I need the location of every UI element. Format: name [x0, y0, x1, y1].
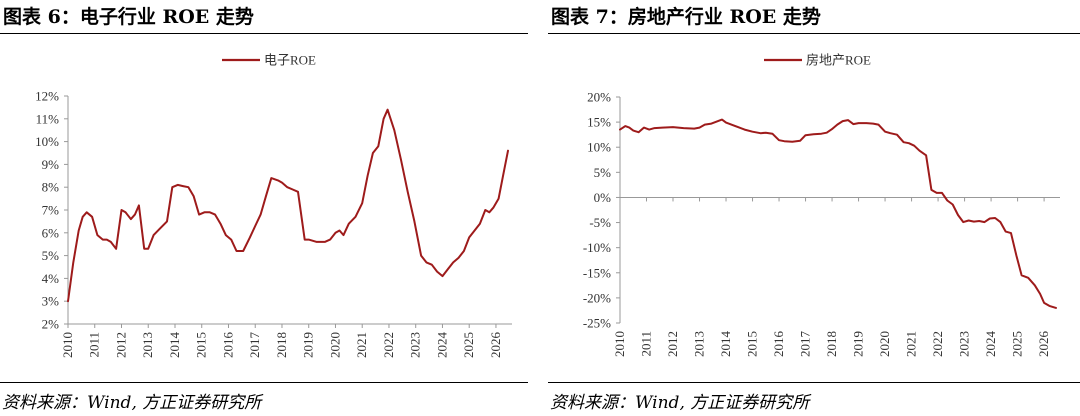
y-tick-label: 20%: [587, 90, 611, 105]
y-tick-label: -15%: [583, 265, 611, 280]
x-tick-label: 2015: [745, 331, 760, 357]
x-tick-label: 2011: [639, 331, 654, 357]
legend-label: 电子ROE: [264, 53, 316, 68]
x-tick-label: 2026: [1036, 331, 1051, 358]
electronics-roe-chart: 电子ROE 12% 11% 10% 9% 8% 7% 6% 5% 4% 3% 2%2010 2011 20…: [35, 53, 512, 359]
x-tick-label: 2024: [434, 332, 449, 359]
y-tick-label: 0%: [594, 190, 612, 205]
y-tick-label: 11%: [36, 111, 60, 126]
electronics-roe-panel: 图表 6：电子行业 ROE 走势 电子ROE 12% 11% 10% 9% 8% 7% 6% 5…: [0, 0, 528, 416]
title-rule: [548, 33, 1080, 34]
chart-title: 图表 7：房地产行业 ROE 走势: [551, 6, 821, 28]
x-tick-label: 2017: [247, 332, 262, 359]
x-tick-label: 2020: [327, 332, 342, 358]
x-tick-label: 2014: [167, 332, 182, 359]
y-tick-label: -5%: [589, 215, 611, 230]
y-tick-label: 8%: [42, 180, 60, 195]
y-tick-label: 4%: [42, 271, 60, 286]
real-estate-roe-panel: 图表 7：房地产行业 ROE 走势 房地产ROE 20% 15% 10% 5% 0% -5%…: [548, 0, 1080, 416]
x-tick-label: 2010: [612, 331, 627, 357]
y-tick-label: 3%: [42, 294, 60, 309]
y-tick-label: 15%: [587, 115, 611, 130]
y-tick-label: 10%: [587, 140, 611, 155]
y-tick-label: 6%: [42, 225, 60, 240]
x-tick-label: 2010: [60, 332, 75, 358]
x-tick-label: 2016: [771, 331, 786, 358]
x-tick-label: 2021: [904, 331, 919, 357]
source-note: 资料来源：Wind, 方正证券研究所: [2, 393, 262, 413]
source-rule: [548, 382, 1080, 383]
x-tick-label: 2016: [220, 332, 235, 359]
y-tick-label: 2%: [42, 317, 60, 332]
x-tick-label: 2011: [87, 332, 102, 358]
source-rule: [0, 382, 528, 383]
series-line: [619, 118, 1057, 309]
x-tick-label: 2014: [718, 331, 733, 358]
x-tick-label: 2012: [113, 332, 128, 358]
x-tick-label: 2019: [301, 332, 316, 358]
real-estate-roe-chart: 房地产ROE20%15%10%5%0%-5%-10%-15%-20%-25%20…: [583, 53, 1060, 358]
x-tick-label: 2024: [983, 331, 998, 358]
y-tick-label: 10%: [35, 134, 59, 149]
y-tick-label: 7%: [42, 203, 60, 218]
title-rule: [0, 33, 528, 34]
chart-title: 图表 6：电子行业 ROE 走势: [3, 6, 254, 28]
x-tick-label: 2022: [930, 331, 945, 357]
x-tick-label: 2018: [274, 332, 289, 358]
legend-label: 房地产ROE: [806, 53, 871, 68]
y-tick-label: 9%: [42, 157, 60, 172]
x-tick-label: 2020: [877, 331, 892, 357]
x-tick-label: 2023: [957, 331, 972, 357]
y-tick-label: 5%: [42, 248, 60, 263]
x-tick-label: 2013: [692, 331, 707, 357]
series-line: [67, 108, 509, 303]
y-tick-label: -25%: [583, 316, 611, 331]
x-tick-label: 2012: [665, 331, 680, 357]
x-tick-label: 2021: [354, 332, 369, 358]
source-note: 资料来源：Wind, 方正证券研究所: [550, 393, 810, 413]
x-tick-label: 2015: [194, 332, 209, 358]
x-tick-label: 2023: [408, 332, 423, 358]
x-tick-label: 2026: [488, 331, 503, 358]
x-tick-label: 2025: [1010, 331, 1025, 357]
y-tick-label: 5%: [594, 165, 612, 180]
y-tick-label: 12%: [35, 89, 59, 104]
x-tick-label: 2019: [851, 331, 866, 357]
x-tick-label: 2018: [824, 331, 839, 357]
x-tick-label: 2025: [461, 332, 476, 358]
x-tick-label: 2017: [798, 331, 813, 358]
y-tick-label: -20%: [583, 290, 611, 305]
x-tick-label: 2013: [140, 332, 155, 358]
y-tick-label: -10%: [583, 240, 611, 255]
x-tick-label: 2022: [381, 332, 396, 358]
